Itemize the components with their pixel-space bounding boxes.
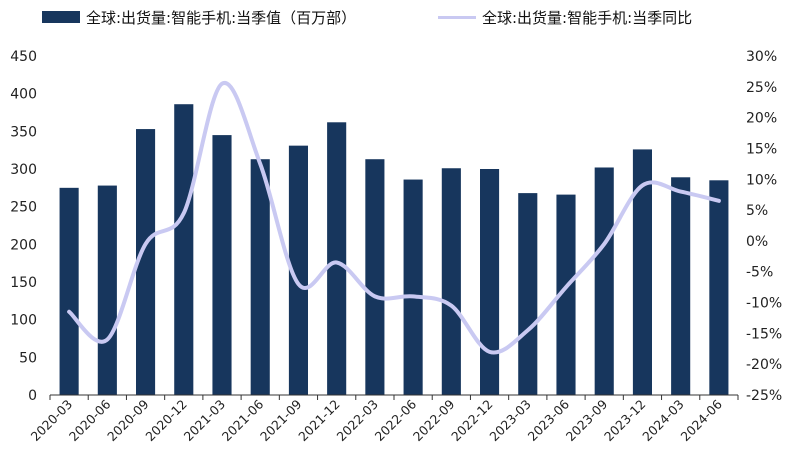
yoy-growth-line xyxy=(67,81,721,355)
bar-2022-03 xyxy=(365,159,385,395)
y-left-tick-label-150: 150 xyxy=(10,275,37,291)
bar-2023-06 xyxy=(556,194,576,395)
y-left-tick-label-400: 400 xyxy=(10,87,37,103)
y-right-tick-label--20%: -20% xyxy=(746,357,782,373)
legend-bar-swatch xyxy=(42,11,80,23)
y-left-tick-label-0: 0 xyxy=(28,388,37,404)
bar-2021-09 xyxy=(288,145,308,395)
bar-2021-06 xyxy=(250,159,270,395)
y-right-tick-label--15%: -15% xyxy=(746,326,782,342)
legend-line-label: 全球:出货量:智能手机:当季同比 xyxy=(482,8,693,27)
y-right-tick-label-25%: 25% xyxy=(746,80,777,96)
bar-2022-09 xyxy=(441,168,461,395)
y-left-tick-label-350: 350 xyxy=(10,124,37,140)
y-right-tick-label-0%: 0% xyxy=(746,234,768,250)
x-tick-label-2024-06: 2024-06 xyxy=(677,396,725,444)
y-right-tick-label--10%: -10% xyxy=(746,296,782,312)
y-left-tick-label-450: 450 xyxy=(10,49,37,65)
y-right-tick-label-20%: 20% xyxy=(746,111,777,127)
y-left-tick-label-250: 250 xyxy=(10,200,37,216)
legend-bar-label: 全球:出货量:智能手机:当季值（百万部） xyxy=(86,8,357,27)
y-left-tick-label-50: 50 xyxy=(19,350,37,366)
bar-2023-12 xyxy=(632,149,652,395)
bar-2020-09 xyxy=(136,129,156,395)
y-right-tick-label--5%: -5% xyxy=(746,265,773,281)
legend-item-bar: 全球:出货量:智能手机:当季值（百万部） xyxy=(42,6,356,28)
y-right-tick-label-5%: 5% xyxy=(746,203,768,219)
bar-2023-03 xyxy=(518,193,538,395)
legend-line-swatch xyxy=(438,15,476,19)
bar-2024-06 xyxy=(709,180,729,395)
bar-2022-06 xyxy=(403,179,423,395)
bar-2020-12 xyxy=(174,104,194,396)
bar-2021-12 xyxy=(327,122,347,395)
y-right-tick-label-10%: 10% xyxy=(746,172,777,188)
bar-2023-09 xyxy=(594,167,614,395)
y-left-tick-label-300: 300 xyxy=(10,162,37,178)
y-left-tick-label-100: 100 xyxy=(10,313,37,329)
bar-2020-06 xyxy=(97,185,117,395)
bar-2020-03 xyxy=(59,187,79,395)
y-right-tick-label--25%: -25% xyxy=(746,388,782,404)
legend-item-line: 全球:出货量:智能手机:当季同比 xyxy=(438,6,692,28)
chart-legend: 全球:出货量:智能手机:当季值（百万部） 全球:出货量:智能手机:当季同比 xyxy=(0,6,796,28)
bar-2021-03 xyxy=(212,135,232,395)
bar-2024-03 xyxy=(671,177,691,395)
y-right-tick-label-30%: 30% xyxy=(746,49,777,65)
y-right-tick-label-15%: 15% xyxy=(746,141,777,157)
bar-2022-12 xyxy=(480,169,500,395)
y-left-tick-label-200: 200 xyxy=(10,237,37,253)
